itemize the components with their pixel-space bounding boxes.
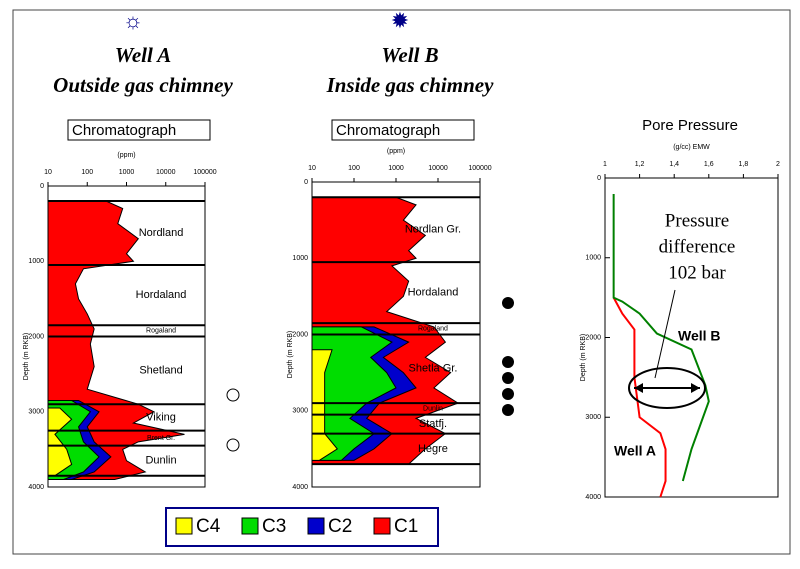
formation-label: Hordaland xyxy=(136,289,187,301)
formation-label: Brent Gr. xyxy=(147,435,175,442)
y-tick-label: 4000 xyxy=(28,484,44,491)
annotation: 102 bar xyxy=(668,262,726,283)
chart-subtitle: Outside gas chimney xyxy=(53,73,233,97)
well-icon: ✹ xyxy=(391,8,409,33)
x-tick-label: 2 xyxy=(776,161,780,168)
y-tick-label: 3000 xyxy=(292,408,308,415)
y-tick-label: 4000 xyxy=(292,484,308,491)
label-box xyxy=(331,119,475,141)
x-tick-label: 10 xyxy=(308,165,316,172)
y-tick-label: 0 xyxy=(304,179,308,186)
y-tick-label: 2000 xyxy=(585,334,601,341)
chart-title: Well A xyxy=(115,43,172,67)
legend-swatch xyxy=(373,517,391,535)
legend-label: C1 xyxy=(394,516,418,537)
x-tick-label: 1 xyxy=(603,161,607,168)
chart-title: Well B xyxy=(381,43,438,67)
x-tick-label: 1,8 xyxy=(739,161,749,168)
formation-label: Shetla Gr. xyxy=(408,363,457,375)
y-tick-label: 4000 xyxy=(585,494,601,501)
legend-label: C4 xyxy=(196,516,221,537)
x-axis-title: (ppm) xyxy=(387,148,405,155)
annotation-bg xyxy=(648,205,744,289)
x-tick-label: 100000 xyxy=(193,169,216,176)
x-tick-label: 1000 xyxy=(119,169,135,176)
y-axis-title: Depth (m RKB) xyxy=(580,334,587,381)
y-tick-label: 2000 xyxy=(28,333,44,340)
panel-label: Chromatograph xyxy=(72,122,176,139)
formation-label: Rogaland xyxy=(418,326,448,333)
x-tick-label: 10000 xyxy=(428,165,448,172)
legend-label: C3 xyxy=(262,516,286,537)
x-tick-label: 100 xyxy=(81,169,93,176)
annotation: difference xyxy=(659,236,736,257)
y-tick-label: 1000 xyxy=(585,255,601,262)
test-symbol xyxy=(226,388,240,402)
x-tick-label: 1,6 xyxy=(704,161,714,168)
x-axis-title: (ppm) xyxy=(117,152,135,159)
x-tick-label: 1,4 xyxy=(669,161,679,168)
well-icon: ☼ xyxy=(123,8,143,33)
test-symbols xyxy=(502,297,514,416)
y-axis-title: Depth (m RKB) xyxy=(23,333,30,380)
x-tick-label: 1000 xyxy=(388,165,404,172)
y-tick-label: 2000 xyxy=(292,331,308,338)
y-tick-label: 3000 xyxy=(28,409,44,416)
formation-label: Viking xyxy=(146,411,176,423)
formation-label: Hegre xyxy=(418,443,448,455)
x-tick-label: 100000 xyxy=(468,165,491,172)
formation-label: Shetland xyxy=(139,364,182,376)
x-tick-label: 100 xyxy=(348,165,360,172)
legend-swatch xyxy=(175,517,193,535)
formation-label: Dunlin xyxy=(145,455,176,467)
y-tick-label: 0 xyxy=(597,175,601,182)
x-tick-label: 10000 xyxy=(156,169,176,176)
y-axis-title: Depth (m RKB) xyxy=(287,331,294,378)
legend-swatch xyxy=(307,517,325,535)
formation-label: Hordaland xyxy=(408,286,459,298)
y-tick-label: 1000 xyxy=(28,258,44,265)
x-tick-label: 10 xyxy=(44,169,52,176)
x-axis-title: (g/cc) EMW xyxy=(673,144,710,151)
y-tick-label: 1000 xyxy=(292,255,308,262)
legend-label: C2 xyxy=(328,516,352,537)
annotation-pointer xyxy=(654,289,676,379)
label-box xyxy=(67,119,211,141)
pressure-line xyxy=(612,193,710,482)
x-tick-label: 1,2 xyxy=(635,161,645,168)
annotation: Pressure xyxy=(665,210,729,231)
pressure-line xyxy=(612,297,667,498)
series-label: Well B xyxy=(678,328,721,344)
legend-box xyxy=(165,507,439,547)
formation-label: Nordland xyxy=(139,227,184,239)
formation-label: Statfj. xyxy=(419,418,447,430)
annotation-ellipse xyxy=(628,367,706,409)
chart-title: Pore Pressure xyxy=(642,117,738,134)
chart-subtitle: Inside gas chimney xyxy=(326,73,495,97)
formation-label: Dunlin xyxy=(423,406,443,413)
series-label: Well A xyxy=(614,443,656,459)
panel-label: Chromatograph xyxy=(336,122,440,139)
frame xyxy=(12,9,791,555)
y-tick-label: 3000 xyxy=(585,414,601,421)
formation-label: Rogaland xyxy=(146,328,176,335)
y-tick-label: 0 xyxy=(40,183,44,190)
legend-swatch xyxy=(241,517,259,535)
test-symbol xyxy=(226,438,240,452)
formation-label: Nordlan Gr. xyxy=(405,224,461,236)
